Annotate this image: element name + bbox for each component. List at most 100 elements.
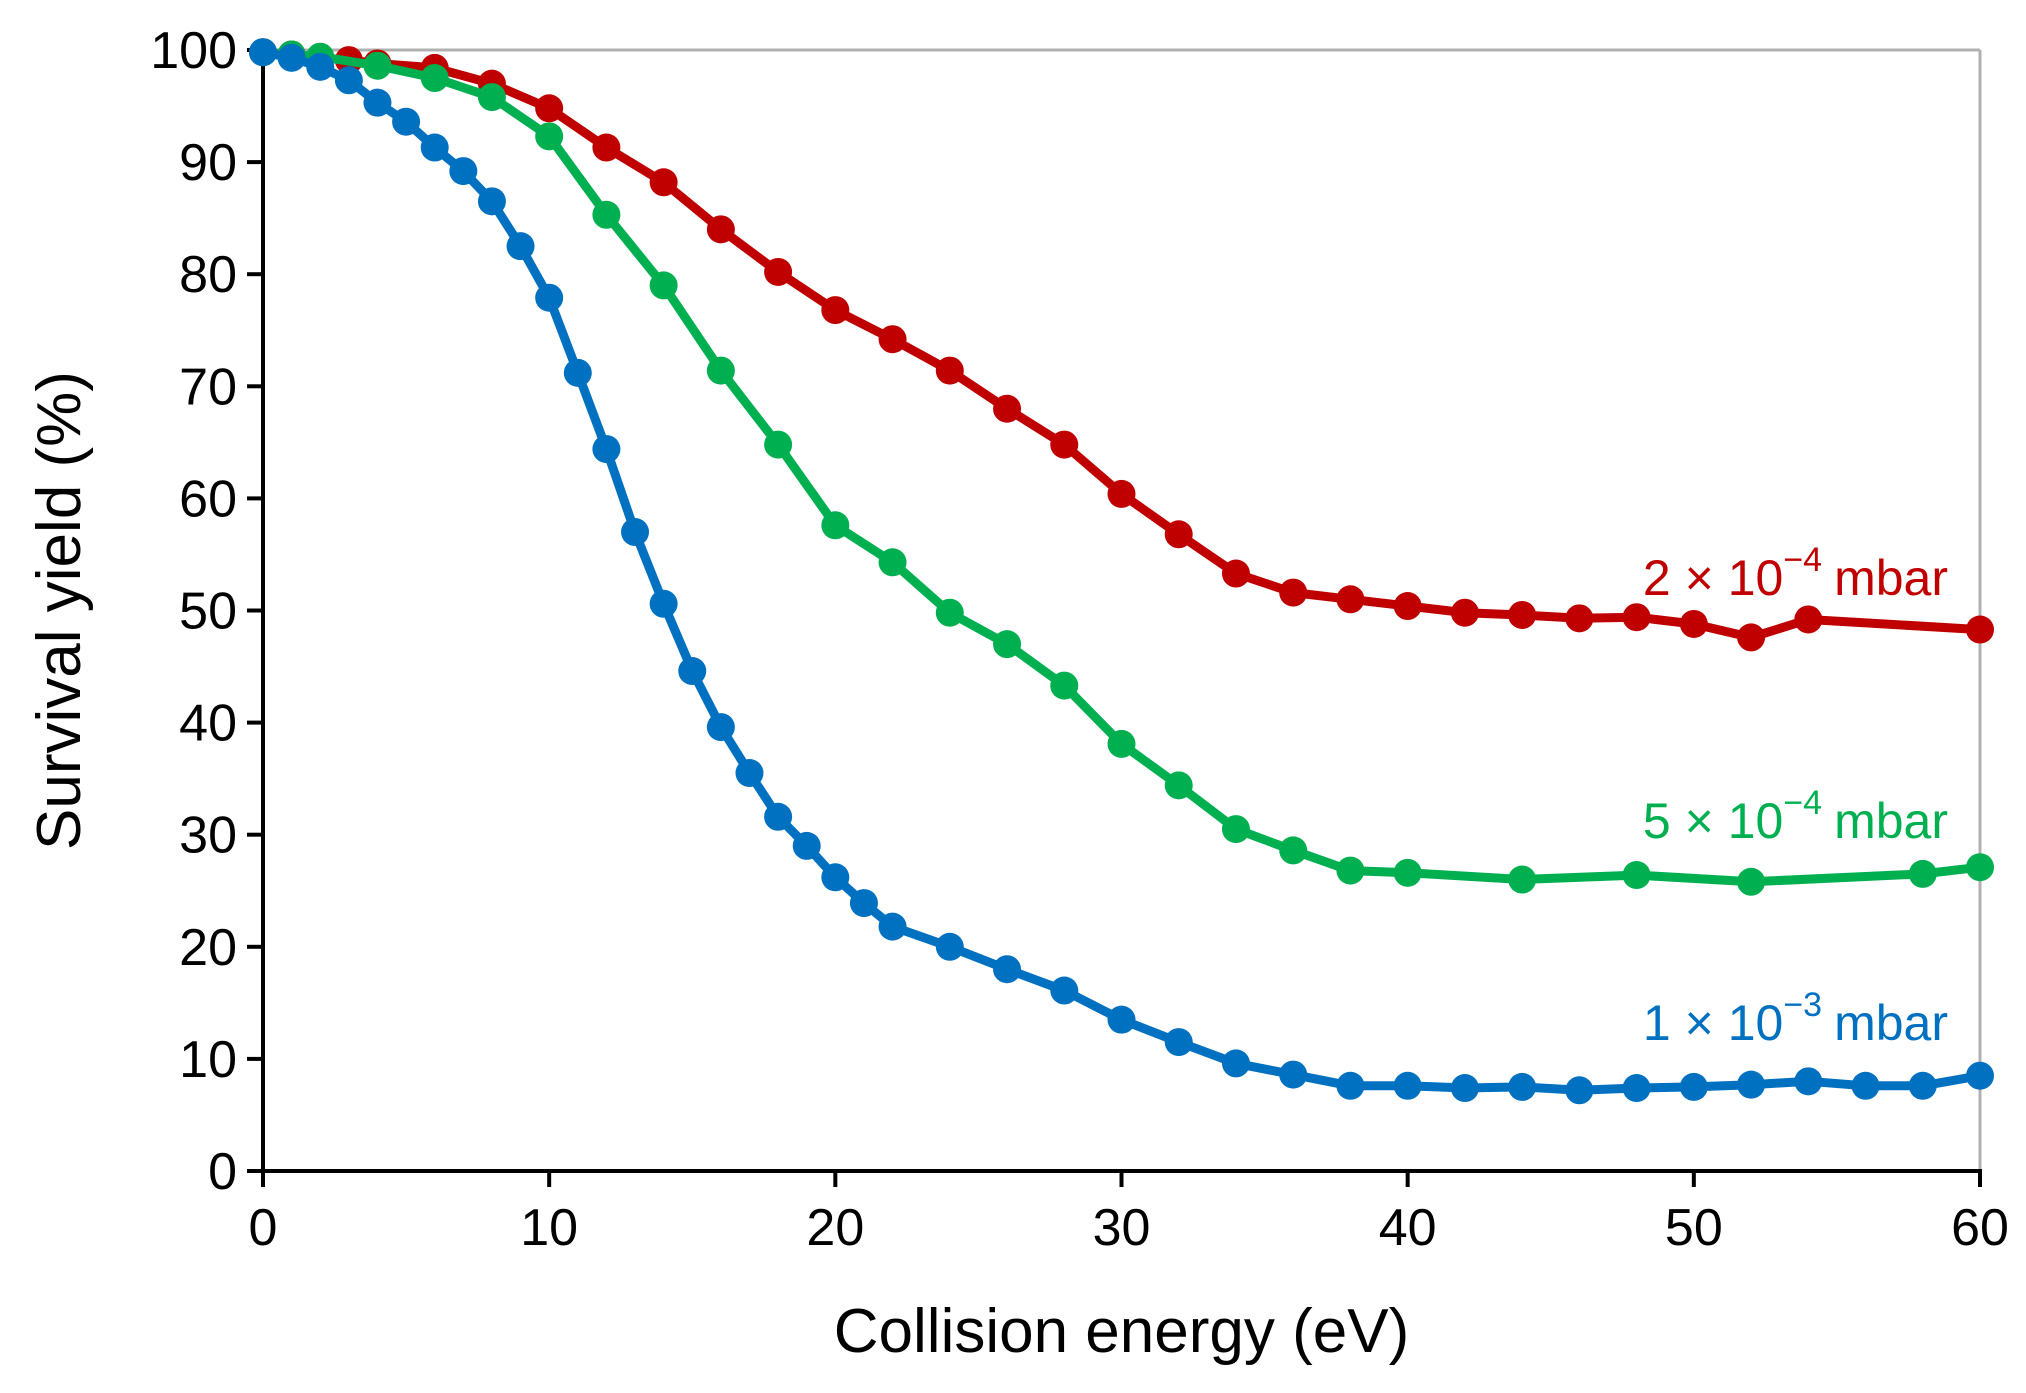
- data-point: [878, 912, 907, 941]
- series-label-base: 2 × 10: [1643, 550, 1783, 606]
- data-point: [1622, 603, 1651, 632]
- x-axis-ticks: 0 10 20 30 40 50 60: [249, 1171, 2009, 1257]
- data-point: [993, 394, 1022, 423]
- data-point: [764, 802, 793, 831]
- y-tick-label: 100: [150, 22, 237, 80]
- data-point: [1393, 1071, 1422, 1100]
- data-point: [1164, 520, 1193, 549]
- data-point: [306, 52, 335, 81]
- data-point: [477, 187, 506, 216]
- data-point: [993, 955, 1022, 984]
- data-point: [1508, 865, 1537, 894]
- data-point: [706, 215, 735, 244]
- data-point: [878, 548, 907, 577]
- x-tick-label: 0: [249, 1199, 278, 1257]
- data-point: [1336, 1071, 1365, 1100]
- y-tick-label: 20: [179, 919, 237, 977]
- data-point: [1221, 559, 1250, 588]
- data-point: [878, 325, 907, 354]
- data-point: [1279, 578, 1308, 607]
- data-point: [849, 889, 878, 918]
- y-tick-label: 0: [208, 1143, 237, 1201]
- data-point: [1393, 592, 1422, 621]
- data-point: [621, 518, 650, 547]
- data-point: [1450, 598, 1479, 627]
- data-point: [1565, 604, 1594, 633]
- series-label-exponent: −4: [1783, 784, 1822, 822]
- series-label-unit: mbar: [1834, 550, 1948, 606]
- data-point: [1908, 859, 1937, 888]
- y-tick-label: 30: [179, 807, 237, 865]
- data-point: [649, 589, 678, 618]
- series-label-1: 2 × 10−4 mbar: [1643, 541, 1948, 606]
- y-tick-label: 90: [179, 134, 237, 192]
- data-point: [993, 630, 1022, 659]
- data-point: [1679, 1072, 1708, 1101]
- data-point: [649, 168, 678, 197]
- data-point: [735, 759, 764, 788]
- data-point: [1679, 609, 1708, 638]
- data-point: [535, 122, 564, 151]
- data-point: [1737, 867, 1766, 896]
- y-tick-label: 60: [179, 470, 237, 528]
- data-point: [592, 133, 621, 162]
- data-point: [1336, 585, 1365, 614]
- data-point: [706, 356, 735, 385]
- y-tick-label: 80: [179, 246, 237, 304]
- data-point: [1107, 479, 1136, 508]
- data-point: [392, 107, 421, 136]
- series-label-base: 5 × 10: [1643, 793, 1783, 849]
- data-point: [592, 200, 621, 229]
- data-point: [1622, 861, 1651, 890]
- data-point: [1450, 1074, 1479, 1103]
- data-point: [477, 83, 506, 112]
- data-point: [821, 511, 850, 540]
- data-point: [1737, 1070, 1766, 1099]
- series-layer: [249, 38, 1994, 1105]
- data-point: [1794, 605, 1823, 634]
- data-point: [1508, 600, 1537, 629]
- data-point: [1164, 1028, 1193, 1057]
- data-point: [1851, 1071, 1880, 1100]
- data-point: [1050, 671, 1079, 700]
- y-tick-label: 10: [179, 1031, 237, 1089]
- data-point: [1966, 615, 1994, 644]
- series-label-3: 1 × 10−3 mbar: [1643, 986, 1948, 1051]
- data-point: [249, 38, 277, 67]
- data-point: [563, 358, 592, 387]
- data-point: [1966, 853, 1994, 882]
- series-label-2: 5 × 10−4 mbar: [1643, 784, 1948, 849]
- data-point: [277, 43, 306, 72]
- data-point: [1966, 1061, 1994, 1090]
- data-point: [1908, 1071, 1937, 1100]
- x-tick-label: 30: [1093, 1199, 1151, 1257]
- x-tick-label: 60: [1951, 1199, 2009, 1257]
- data-point: [506, 232, 535, 261]
- data-point: [1279, 836, 1308, 865]
- y-tick-label: 70: [179, 358, 237, 416]
- data-point: [1737, 623, 1766, 652]
- data-point: [821, 296, 850, 325]
- y-axis-ticks: 0 10 20 30 40 50 60 70 80 90 100: [150, 22, 263, 1201]
- data-point: [935, 356, 964, 385]
- x-tick-label: 50: [1665, 1199, 1723, 1257]
- x-axis-title: Collision energy (eV): [834, 1297, 1409, 1366]
- data-point: [1279, 1060, 1308, 1089]
- data-point: [1565, 1076, 1594, 1105]
- y-tick-label: 50: [179, 583, 237, 641]
- x-tick-label: 20: [806, 1199, 864, 1257]
- data-point: [1508, 1072, 1537, 1101]
- data-point: [1622, 1074, 1651, 1103]
- data-point: [1050, 976, 1079, 1005]
- data-point: [363, 88, 392, 117]
- data-point: [1164, 771, 1193, 800]
- data-point: [535, 283, 564, 312]
- data-point: [592, 435, 621, 464]
- data-point: [821, 863, 850, 892]
- series-label-exponent: −4: [1783, 541, 1822, 579]
- series-label-exponent: −3: [1783, 986, 1822, 1024]
- series-label-base: 1 × 10: [1643, 995, 1783, 1051]
- data-point: [1221, 815, 1250, 844]
- data-point: [420, 133, 449, 162]
